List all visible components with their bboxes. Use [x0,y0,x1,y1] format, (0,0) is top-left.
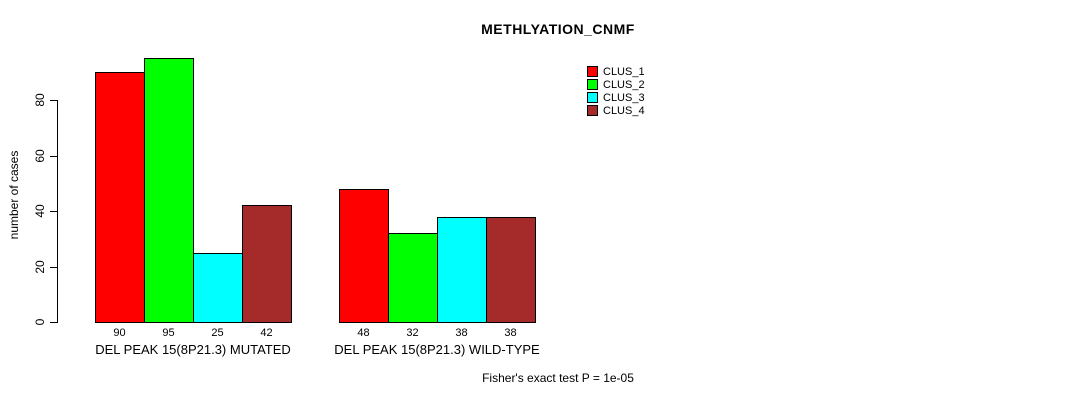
legend-swatch [587,79,598,90]
legend: CLUS_1 CLUS_2 CLUS_3 CLUS_4 [587,65,645,117]
chart-title: METHLYATION_CNMF [481,21,635,37]
bar-value-label: 90 [113,327,126,339]
legend-item: CLUS_2 [587,78,645,91]
y-axis-tick-label: 20 [33,260,47,274]
y-axis-tick-label: 80 [33,93,47,107]
bar-value-label: 38 [504,327,517,339]
y-axis-tick [50,211,57,212]
bar-value-label: 25 [211,327,224,339]
legend-label: CLUS_1 [603,65,645,78]
legend-swatch [587,66,598,77]
legend-item: CLUS_3 [587,91,645,104]
y-axis-tick-label: 40 [33,204,47,218]
bar-value-label: 42 [260,327,273,339]
bar-clus-3 [437,217,487,323]
y-axis-label: number of cases [7,150,21,240]
bar-value-label: 95 [162,327,175,339]
footnote-pvalue: Fisher's exact test P = 1e-05 [482,371,634,385]
legend-label: CLUS_2 [603,78,645,91]
legend-item: CLUS_4 [587,104,645,117]
y-axis-tick [50,267,57,268]
x-axis-group-label: DEL PEAK 15(8P21.3) WILD-TYPE [334,342,540,357]
y-axis-tick [50,322,57,323]
y-axis-line [57,100,58,323]
y-axis-tick-label: 60 [33,149,47,163]
bar-clus-1 [95,72,145,323]
y-axis-tick [50,100,57,101]
bar-value-label: 32 [406,327,419,339]
legend-swatch [587,92,598,103]
legend-swatch [587,105,598,116]
bar-clus-1 [339,189,389,323]
bar-clus-2 [388,233,438,323]
bar-value-label: 38 [455,327,468,339]
y-axis-tick [50,156,57,157]
legend-label: CLUS_3 [603,91,645,104]
legend-label: CLUS_4 [603,104,645,117]
y-axis-tick-label: 0 [33,318,47,326]
legend-item: CLUS_1 [587,65,645,78]
bar-clus-4 [486,217,536,323]
bar-clus-4 [242,205,292,323]
bar-clus-3 [193,253,243,323]
x-axis-group-label: DEL PEAK 15(8P21.3) MUTATED [95,342,291,357]
bar-value-label: 48 [357,327,370,339]
bar-clus-2 [144,58,194,323]
